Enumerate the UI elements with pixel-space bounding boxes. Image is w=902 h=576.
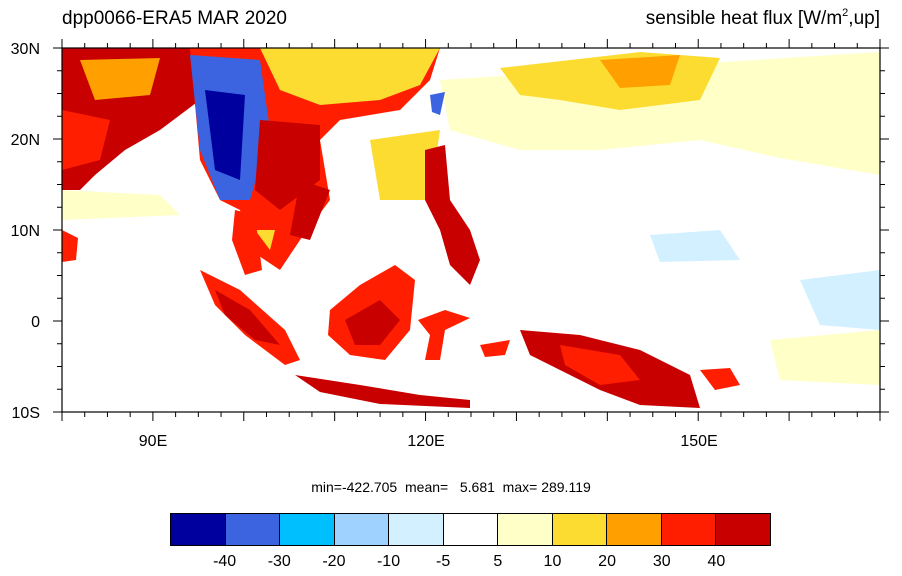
- lon-label-150e: 150E: [680, 433, 717, 450]
- colorbar-label: 5: [493, 553, 503, 570]
- axis-ticks: [53, 39, 889, 421]
- colorbar-label: 20: [598, 553, 616, 570]
- lat-label-eq: 0: [31, 314, 40, 331]
- colorbar-swatch: [389, 514, 444, 545]
- colorbar-swatch: [225, 514, 281, 545]
- colorbar-swatch: [661, 514, 717, 545]
- map-field: [62, 48, 880, 412]
- colorbar-label: -10: [376, 553, 401, 570]
- lat-label-30n: 30N: [11, 41, 40, 58]
- colorbar-swatch: [498, 514, 553, 545]
- colorbar-swatch: [607, 514, 662, 545]
- colorbar-swatch: [443, 514, 499, 545]
- lat-label-10n: 10N: [11, 223, 40, 240]
- colorbar-label: -5: [436, 553, 451, 570]
- map-figure: 30N 20N 10N 0 10S 90E 120E 150E: [11, 39, 889, 450]
- field-statistics: min=-422.705 mean= 5.681 max= 289.119: [311, 479, 591, 495]
- colorbar-label: -40: [213, 553, 237, 570]
- colorbar: [170, 513, 771, 546]
- colorbar-swatch: [334, 514, 390, 545]
- colorbar-label: 10: [543, 553, 562, 570]
- lon-label-90e: 90E: [139, 433, 167, 450]
- colorbar-label: -30: [267, 553, 291, 570]
- lon-label-120e: 120E: [407, 433, 444, 450]
- latitude-labels: 30N 20N 10N 0 10S: [11, 41, 40, 422]
- colorbar-label: 40: [707, 553, 726, 570]
- colorbar-label: -20: [322, 553, 346, 570]
- longitude-labels: 90E 120E 150E: [139, 433, 718, 450]
- lat-label-20n: 20N: [11, 132, 40, 149]
- lat-label-10s: 10S: [12, 405, 40, 422]
- colorbar-swatch: [552, 514, 608, 545]
- colorbar-swatch: [280, 514, 335, 545]
- variable-title: sensible heat flux [W/m2,up]: [645, 7, 880, 29]
- colorbar-label: 30: [652, 553, 671, 570]
- plot-title: dpp0066-ERA5 MAR 2020: [62, 8, 287, 29]
- colorbar-swatch: [171, 514, 226, 545]
- colorbar-swatch: [716, 514, 771, 545]
